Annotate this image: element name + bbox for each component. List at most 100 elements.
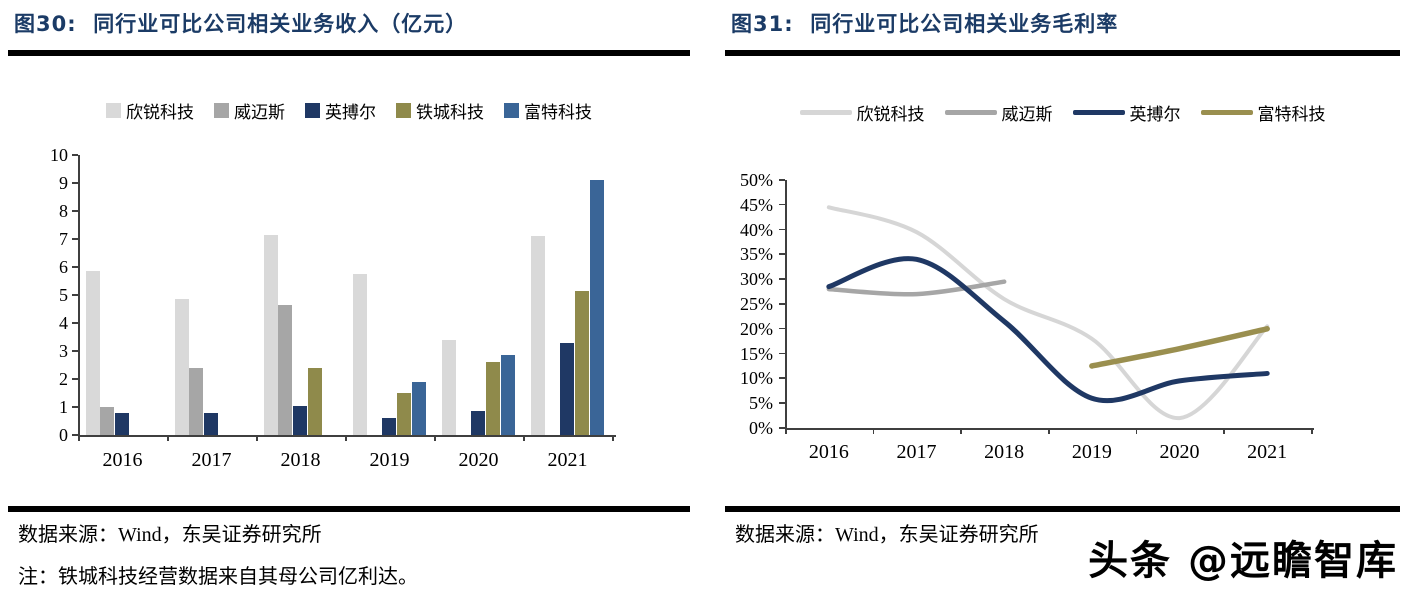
legend-swatch	[944, 110, 997, 115]
y-axis-tick-label: 5%	[749, 393, 773, 414]
y-axis-tick-label: 2	[59, 369, 68, 389]
line-series-富特科技	[1089, 326, 1270, 369]
figure-31-source: 数据来源：Wind，东吴证券研究所	[735, 524, 1039, 546]
figure-30-title-rule	[8, 50, 690, 56]
legend-label: 英搏尔	[1129, 105, 1181, 124]
x-axis-tick	[612, 435, 614, 441]
legend-item: 富特科技	[504, 98, 592, 123]
y-axis-tick-label: 3	[59, 341, 68, 361]
bar-英搏尔-2017	[204, 412, 219, 435]
legend-label: 富特科技	[1257, 105, 1326, 124]
y-axis-tick	[779, 352, 785, 355]
bar-英搏尔-2021	[560, 342, 575, 435]
y-axis-tick-label: 7	[59, 229, 68, 249]
x-axis-tick	[1311, 428, 1313, 434]
y-axis-tick	[72, 322, 78, 324]
figure-30-source: 数据来源：Wind，东吴证券研究所	[18, 524, 322, 546]
y-axis-tick-label: 45%	[740, 194, 773, 215]
bar-欣锐科技-2019	[352, 274, 367, 435]
line-series-英搏尔	[826, 256, 1270, 404]
y-axis-tick	[779, 327, 785, 330]
bar-铁城科技-2020	[485, 362, 500, 435]
figure-31-panel: 图31: 同行业可比公司相关业务毛利率 欣锐科技 威迈斯 英搏尔 富特科技 0% 5% 10…	[725, 0, 1400, 601]
legend-label: 欣锐科技	[126, 103, 194, 122]
y-axis-tick-label: 20%	[740, 318, 773, 339]
legend-swatch	[1200, 110, 1253, 115]
x-axis-category-label: 2019	[369, 449, 410, 471]
line-series-欣锐科技	[826, 205, 1270, 421]
x-axis-line	[785, 428, 1315, 430]
y-axis-tick	[72, 266, 78, 268]
y-axis-tick-label: 0%	[749, 418, 773, 438]
bar-铁城科技-2021	[574, 290, 589, 435]
figure-31-source-rule	[725, 506, 1400, 512]
bar-欣锐科技-2021	[530, 236, 545, 435]
line-series-威迈斯	[826, 279, 1007, 297]
legend-label: 英搏尔	[325, 103, 376, 122]
bar-富特科技-2020	[500, 355, 515, 435]
x-axis-category-label: 2020	[458, 449, 499, 471]
y-axis-tick	[779, 377, 785, 379]
x-axis-tick	[345, 435, 347, 441]
y-axis-tick	[72, 210, 78, 212]
x-axis-tick	[434, 435, 436, 441]
legend-swatch	[396, 103, 411, 118]
x-axis-category-label: 2020	[1159, 441, 1200, 463]
legend-item: 欣锐科技	[799, 100, 925, 125]
y-axis-tick	[72, 294, 78, 296]
legend-item: 威迈斯	[944, 100, 1053, 125]
legend-item: 英搏尔	[1072, 100, 1181, 125]
y-axis-tick	[72, 378, 78, 380]
x-axis-category-label: 2017	[896, 441, 937, 463]
y-axis-tick-label: 0	[59, 425, 68, 445]
x-axis-category-label: 2016	[102, 449, 143, 471]
x-axis-tick	[523, 435, 525, 441]
x-axis-category-label: 2018	[280, 449, 321, 471]
x-axis-tick	[1223, 428, 1225, 434]
bar-英搏尔-2019	[382, 418, 397, 435]
y-axis-tick	[779, 228, 785, 231]
x-axis-category-label: 2021	[547, 449, 588, 471]
legend-item: 威迈斯	[214, 98, 285, 123]
y-axis-tick-label: 35%	[740, 244, 773, 265]
legend-item: 富特科技	[1200, 100, 1326, 125]
figure-30-title: 图30: 同行业可比公司相关业务收入（亿元）	[14, 12, 468, 36]
legend-item: 英搏尔	[305, 98, 376, 123]
legend-label: 威迈斯	[1001, 105, 1053, 124]
revenue-bar-chart: 欣锐科技 威迈斯 英搏尔 铁城科技 富特科技 0 1 2 3 4 5 6 7 8 9 10 2016 2017 20…	[8, 0, 690, 500]
watermark: 头条 @远瞻智库	[1088, 538, 1398, 584]
x-axis-line	[78, 435, 616, 437]
y-axis-tick	[779, 278, 785, 280]
bar-英搏尔-2016	[115, 412, 130, 435]
figure-30-source-rule	[8, 506, 690, 512]
x-axis-tick	[960, 428, 962, 434]
figure-30-note: 注：铁城科技经营数据来自其母公司亿利达。	[18, 566, 418, 588]
y-axis-tick	[72, 238, 78, 240]
bar-欣锐科技-2018	[263, 234, 278, 435]
legend-swatch	[799, 110, 852, 115]
y-axis-tick	[72, 434, 78, 436]
x-axis-category-label: 2018	[984, 441, 1025, 463]
gross-margin-line-chart: 欣锐科技 威迈斯 英搏尔 富特科技 0% 5% 10% 15% 20% 25% 30% 35% 40% 4…	[725, 0, 1400, 500]
figure-31-title-rule	[725, 50, 1400, 56]
legend-swatch	[305, 103, 320, 118]
y-axis-tick-label: 5	[59, 285, 68, 305]
bar-威迈斯-2017	[189, 367, 204, 435]
chart-legend: 欣锐科技 威迈斯 英搏尔 富特科技	[725, 100, 1400, 125]
x-axis-tick	[256, 435, 258, 441]
legend-swatch	[504, 103, 519, 118]
x-axis-tick	[78, 435, 80, 441]
legend-label: 富特科技	[524, 103, 592, 122]
y-axis-tick	[72, 154, 78, 156]
y-axis-tick-label: 30%	[740, 269, 773, 290]
y-axis-tick-label: 4	[59, 313, 68, 333]
legend-item: 铁城科技	[396, 98, 484, 123]
y-axis-tick-label: 40%	[740, 219, 773, 240]
y-axis-tick	[779, 303, 785, 305]
y-axis-tick	[779, 402, 785, 404]
bar-富特科技-2019	[411, 381, 426, 435]
chart-legend: 欣锐科技 威迈斯 英搏尔 铁城科技 富特科技	[8, 98, 690, 123]
legend-item: 欣锐科技	[106, 98, 194, 123]
x-axis-category-label: 2016	[808, 441, 849, 463]
legend-swatch	[214, 103, 229, 118]
